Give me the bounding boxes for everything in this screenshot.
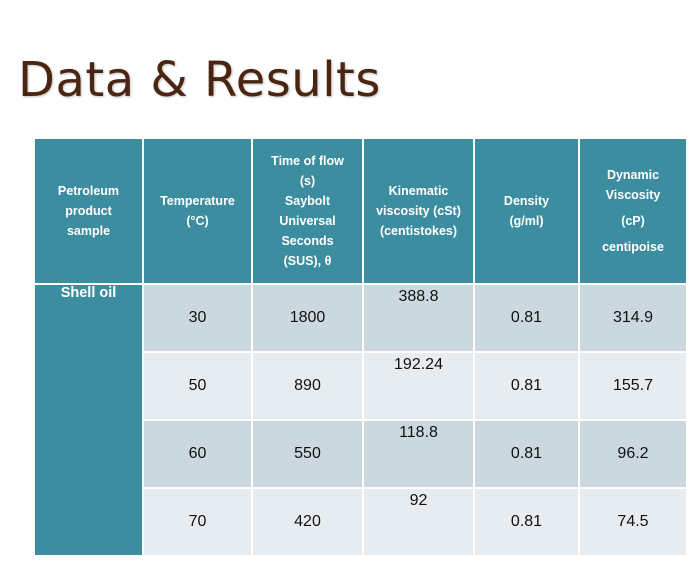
temperature-cell: 60	[142, 419, 253, 489]
header-line: Dynamic	[606, 168, 660, 182]
header-line: (s)	[299, 174, 316, 188]
header-line: Kinematic	[388, 184, 449, 198]
header-line: (SUS), θ	[283, 254, 332, 268]
kinematic-value: 388.8	[398, 288, 439, 305]
sample-name-cell: Shell oil	[33, 283, 144, 557]
header-line: Seconds	[281, 234, 334, 248]
kinematic-value: 92	[409, 492, 428, 509]
kinematic-value: 118.8	[399, 424, 438, 441]
time-cell: 550	[251, 419, 364, 489]
header-line: sample	[66, 224, 111, 238]
page-title: Data & Results	[18, 52, 381, 109]
header-line: (°C)	[186, 214, 209, 228]
header-line: Temperature	[160, 194, 235, 208]
header-line: (centistokes)	[379, 224, 458, 238]
kinematic-cell: 92	[362, 487, 475, 557]
time-cell: 890	[251, 351, 364, 421]
time-cell: 420	[251, 487, 364, 557]
density-cell: 0.81	[473, 351, 580, 421]
time-cell: 1800	[251, 283, 364, 353]
results-table: Petroleum product sample Temperature (°C…	[33, 137, 688, 557]
temperature-cell: 70	[142, 487, 253, 557]
density-cell: 0.81	[473, 487, 580, 557]
kinematic-cell: 192.24	[362, 351, 475, 421]
header-line: Universal	[279, 214, 336, 228]
dynamic-cell: 96.2	[578, 419, 688, 489]
table-row: 70 420 92 0.81 74.5	[34, 487, 688, 557]
header-line: (g/ml)	[509, 214, 544, 228]
table-row: 50 890 192.24 0.81 155.7	[34, 351, 688, 421]
header-line: Saybolt	[284, 194, 331, 208]
header-line: viscosity (cSt)	[376, 204, 461, 218]
table-row: Shell oil 30 1800 388.8 0.81 314.9	[33, 283, 688, 557]
header-line: (cP)	[621, 214, 645, 228]
header-petroleum-sample: Petroleum product sample	[33, 137, 144, 285]
temperature-cell: 30	[142, 283, 253, 353]
header-line: Density	[503, 194, 550, 208]
table-row: 60 550 118.8 0.81 96.2	[34, 419, 688, 489]
dynamic-cell: 155.7	[578, 351, 688, 421]
density-cell: 0.81	[473, 283, 580, 353]
header-temperature: Temperature (°C)	[142, 137, 253, 285]
kinematic-cell: 388.8	[362, 283, 475, 353]
header-line: Viscosity	[605, 188, 661, 202]
header-time-of-flow: Time of flow (s) Saybolt Universal Secon…	[251, 137, 364, 285]
header-line: Petroleum	[57, 184, 120, 198]
header-line: product	[65, 204, 112, 218]
header-kinematic-viscosity: Kinematic viscosity (cSt) (centistokes)	[362, 137, 475, 285]
dynamic-cell: 74.5	[578, 487, 688, 557]
header-line: centipoise	[602, 240, 664, 254]
kinematic-value: 192.24	[394, 356, 443, 373]
header-line: Time of flow	[271, 154, 344, 168]
header-density: Density (g/ml)	[473, 137, 580, 285]
density-cell: 0.81	[473, 419, 580, 489]
dynamic-cell: 314.9	[578, 283, 688, 353]
header-row: Petroleum product sample Temperature (°C…	[33, 137, 688, 285]
header-dynamic-viscosity: Dynamic Viscosity (cP) centipoise	[578, 137, 688, 285]
temperature-cell: 50	[142, 351, 253, 421]
kinematic-cell: 118.8	[362, 419, 475, 489]
